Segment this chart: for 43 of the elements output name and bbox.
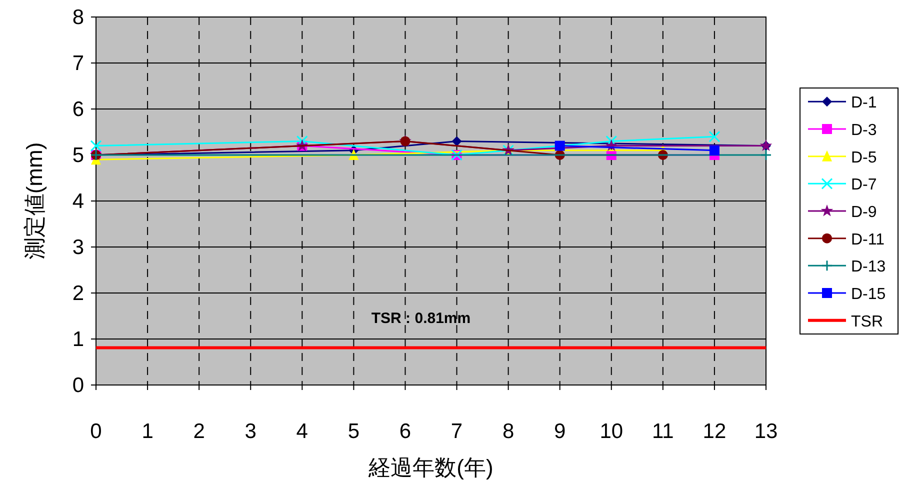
point (296, 135, 308, 147)
y-tick-label: 2 (72, 282, 84, 305)
point (760, 149, 772, 161)
legend-label: TSR (851, 313, 883, 330)
x-tick-label: 9 (554, 420, 566, 443)
point (554, 140, 565, 151)
point (708, 130, 720, 142)
y-tick-label: 1 (72, 328, 84, 351)
legend-label: D-13 (851, 258, 886, 276)
point (606, 135, 618, 147)
y-tick-label: 3 (72, 236, 84, 259)
legend-label: D-7 (851, 176, 877, 194)
x-tick-label: 13 (754, 420, 778, 443)
point (90, 140, 102, 152)
legend-label: D-3 (851, 122, 877, 139)
annotation: TSR : 0.81mm (371, 310, 471, 327)
x-tick-label: 2 (193, 420, 205, 443)
x-tick-label: 6 (399, 420, 412, 443)
x-tick-label: 1 (142, 420, 154, 443)
x-tick-label: 7 (450, 420, 463, 443)
x-tick-label: 12 (702, 420, 726, 443)
x-tick-label: 5 (348, 420, 360, 443)
y-tick-label: 0 (72, 374, 84, 397)
legend-label: D-11 (851, 231, 885, 248)
y-tick-label: 7 (72, 52, 84, 75)
x-tick-label: 3 (244, 420, 256, 443)
y-tick-label: 4 (72, 190, 84, 213)
legend-label: D-1 (851, 94, 877, 112)
y-axis-title: 測定値(mm) (22, 142, 47, 260)
x-tick-label: 4 (296, 420, 308, 443)
x-tick-label: 0 (90, 420, 102, 443)
x-axis-title: 経過年数(年) (368, 455, 494, 480)
y-tick-label: 5 (72, 144, 84, 167)
y-tick-label: 6 (72, 98, 84, 121)
x-tick-label: 11 (652, 420, 674, 443)
x-tick-label: 8 (502, 420, 514, 443)
legend-label: D-15 (851, 286, 886, 303)
point (452, 136, 462, 146)
x-tick-label: 10 (600, 420, 624, 443)
y-tick-label: 8 (72, 6, 84, 29)
legend-label: D-9 (851, 204, 877, 221)
point (709, 145, 720, 156)
legend-label: D-5 (851, 149, 877, 166)
